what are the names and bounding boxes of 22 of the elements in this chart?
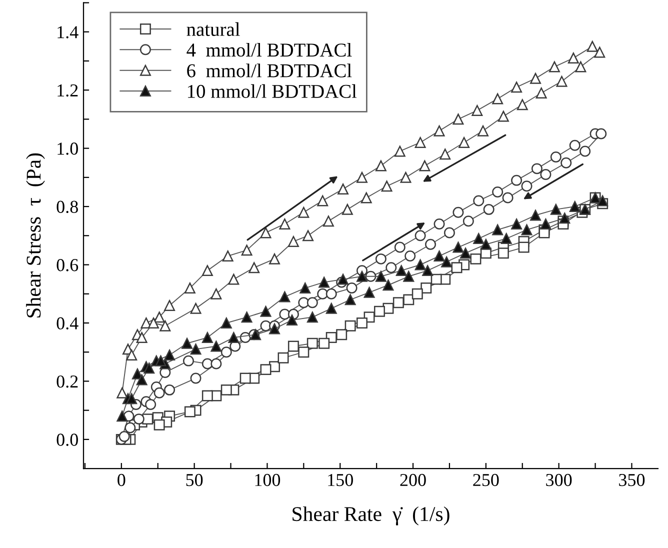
- x-tick-label: 50: [186, 474, 203, 486]
- y-tick-label: 0.2: [56, 375, 78, 388]
- legend-label: 10 mmol/l BDTDACl: [188, 84, 357, 98]
- x-tick-label: 200: [400, 474, 426, 486]
- x-tick-label: 0: [118, 474, 126, 486]
- x-tick-label: 100: [255, 474, 280, 486]
- y-tick-label: 1.4: [58, 26, 78, 38]
- legend-label: 4 mmol/l BDTDACl: [186, 42, 352, 57]
- x-tick-label: 350: [619, 474, 645, 486]
- y-tick-label: 0.6: [56, 259, 78, 272]
- x-tick-label: 300: [546, 474, 572, 486]
- y-tick-label: 1.2: [58, 84, 78, 97]
- x-tick-label: 250: [473, 474, 499, 486]
- y-axis-title: Shear Stress τ (Pa): [26, 153, 45, 318]
- y-tick-label: 0.4: [56, 317, 78, 330]
- y-tick-label: 0.8: [56, 200, 78, 214]
- legend-label: 6 mmol/l BDTDACl: [187, 64, 352, 78]
- y-tick-label: 0.0: [56, 434, 78, 446]
- y-tick-label: 1.0: [58, 142, 78, 155]
- x-tick-label: 150: [328, 474, 353, 486]
- legend-label: natural: [186, 22, 240, 36]
- x-axis-title: Shear Rate γ̇ (1/s): [292, 506, 450, 526]
